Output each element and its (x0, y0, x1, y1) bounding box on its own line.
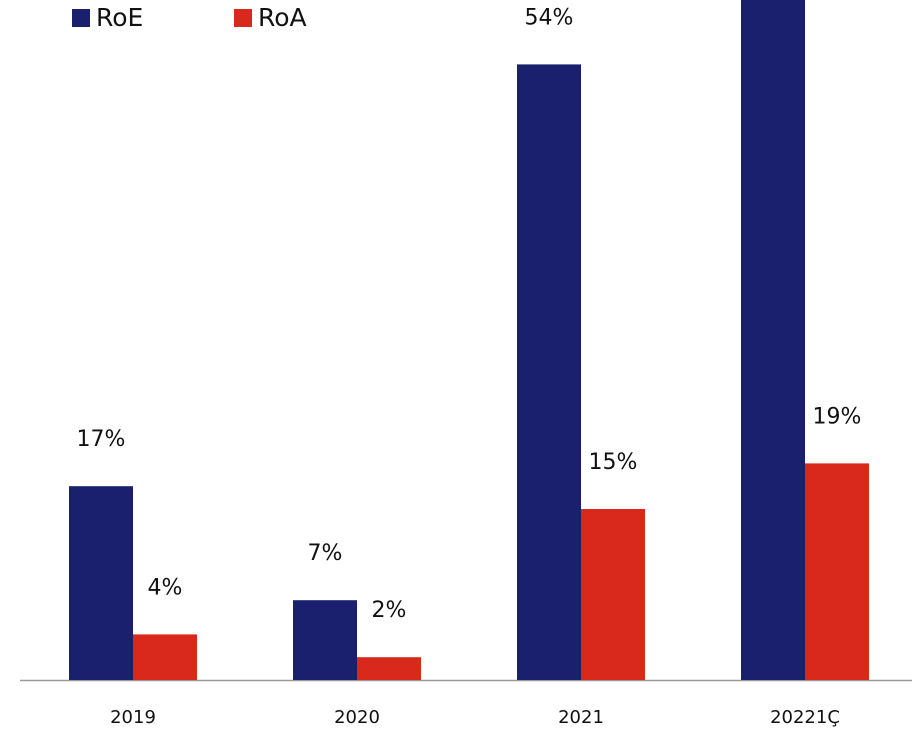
value-label: 4% (148, 575, 183, 600)
legend-swatch (72, 9, 90, 27)
legend-swatch (234, 9, 252, 27)
value-label: 19% (813, 404, 862, 429)
value-label: 2% (372, 598, 407, 623)
bar (293, 600, 357, 680)
x-tick-label: 20221Ç (770, 707, 840, 728)
bar (69, 486, 133, 680)
x-tick-label: 2021 (558, 707, 604, 728)
bar (517, 64, 581, 680)
legend-label: RoE (96, 3, 143, 32)
value-label: 7% (308, 541, 343, 566)
value-label: 17% (77, 427, 126, 452)
bar (805, 463, 869, 680)
x-tick-label: 2020 (334, 707, 380, 728)
bar (133, 634, 197, 680)
legend-label: RoA (258, 3, 307, 32)
value-label: 54% (525, 5, 574, 30)
bar (741, 0, 805, 680)
x-tick-label: 2019 (110, 707, 156, 728)
bar (581, 509, 645, 680)
bar (357, 657, 421, 680)
value-label: 15% (589, 450, 638, 475)
